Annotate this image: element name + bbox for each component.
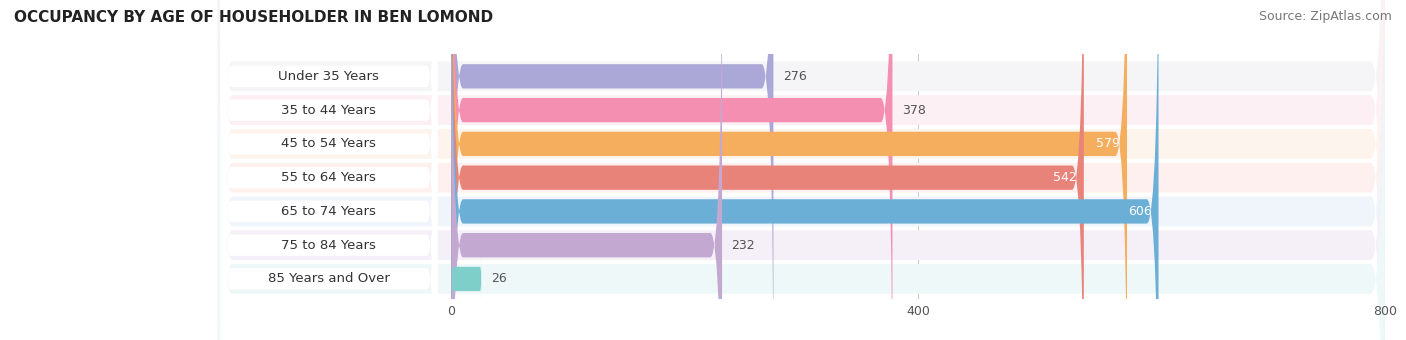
Text: 542: 542	[1053, 171, 1077, 184]
Text: 65 to 74 Years: 65 to 74 Years	[281, 205, 377, 218]
Text: 75 to 84 Years: 75 to 84 Years	[281, 239, 377, 252]
Text: OCCUPANCY BY AGE OF HOUSEHOLDER IN BEN LOMOND: OCCUPANCY BY AGE OF HOUSEHOLDER IN BEN L…	[14, 10, 494, 25]
FancyBboxPatch shape	[451, 0, 1159, 340]
Text: 276: 276	[783, 70, 807, 83]
FancyBboxPatch shape	[218, 0, 1385, 340]
FancyBboxPatch shape	[451, 0, 773, 340]
FancyBboxPatch shape	[221, 0, 437, 340]
FancyBboxPatch shape	[221, 0, 437, 340]
FancyBboxPatch shape	[451, 0, 723, 340]
Text: 606: 606	[1128, 205, 1152, 218]
Text: 85 Years and Over: 85 Years and Over	[269, 272, 389, 286]
Text: 35 to 44 Years: 35 to 44 Years	[281, 104, 377, 117]
FancyBboxPatch shape	[221, 0, 437, 340]
Text: 579: 579	[1097, 137, 1121, 150]
FancyBboxPatch shape	[221, 0, 437, 340]
FancyBboxPatch shape	[218, 0, 1385, 340]
Text: 26: 26	[491, 272, 506, 286]
FancyBboxPatch shape	[221, 0, 437, 340]
Text: Source: ZipAtlas.com: Source: ZipAtlas.com	[1258, 10, 1392, 23]
FancyBboxPatch shape	[218, 0, 1385, 340]
FancyBboxPatch shape	[218, 0, 1385, 340]
Text: 55 to 64 Years: 55 to 64 Years	[281, 171, 377, 184]
Text: 232: 232	[731, 239, 755, 252]
FancyBboxPatch shape	[218, 0, 1385, 340]
FancyBboxPatch shape	[451, 0, 1084, 340]
Text: 378: 378	[901, 104, 925, 117]
Text: Under 35 Years: Under 35 Years	[278, 70, 380, 83]
FancyBboxPatch shape	[218, 0, 1385, 340]
FancyBboxPatch shape	[451, 247, 482, 311]
FancyBboxPatch shape	[451, 0, 893, 340]
FancyBboxPatch shape	[221, 0, 437, 340]
Text: 45 to 54 Years: 45 to 54 Years	[281, 137, 377, 150]
FancyBboxPatch shape	[451, 0, 1128, 340]
FancyBboxPatch shape	[221, 0, 437, 340]
FancyBboxPatch shape	[218, 0, 1385, 340]
